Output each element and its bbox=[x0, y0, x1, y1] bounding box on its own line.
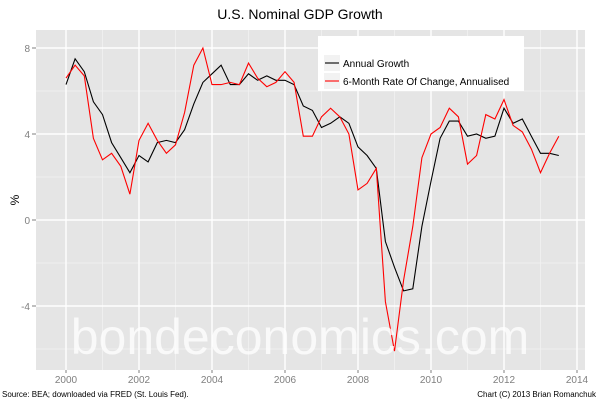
legend-label: Annual Growth bbox=[343, 59, 409, 70]
chart-title: U.S. Nominal GDP Growth bbox=[217, 6, 383, 22]
y-tick-label: 4 bbox=[24, 130, 30, 141]
series-line-6-month-rate bbox=[65, 46, 560, 352]
y-tick-label: -4 bbox=[21, 302, 30, 313]
x-tick-label: 2010 bbox=[420, 375, 443, 386]
x-tick-label: 2012 bbox=[493, 375, 516, 386]
series-line-annual-growth bbox=[65, 57, 559, 292]
y-tick-label: 0 bbox=[24, 216, 30, 227]
legend-box bbox=[318, 36, 524, 91]
watermark: bondeconomics.com bbox=[71, 309, 530, 365]
credit-note: Chart (C) 2013 Brian Romanchuk bbox=[477, 390, 596, 399]
x-tick-label: 2000 bbox=[55, 375, 78, 386]
x-tick-label: 2008 bbox=[347, 375, 370, 386]
x-tick-label: 2006 bbox=[274, 375, 297, 386]
legend: Annual Growth 6-Month Rate Of Change, Ann… bbox=[318, 36, 524, 91]
source-note: Source: BEA; downloaded via FRED (St. Lo… bbox=[2, 390, 189, 399]
y-axis-label: % bbox=[8, 194, 22, 205]
legend-label: 6-Month Rate Of Change, Annualised bbox=[343, 77, 509, 88]
y-tick-label: 8 bbox=[24, 44, 30, 55]
x-tick-label: 2002 bbox=[128, 375, 151, 386]
x-tick-label: 2004 bbox=[201, 375, 224, 386]
x-tick-label: 2014 bbox=[566, 375, 589, 386]
